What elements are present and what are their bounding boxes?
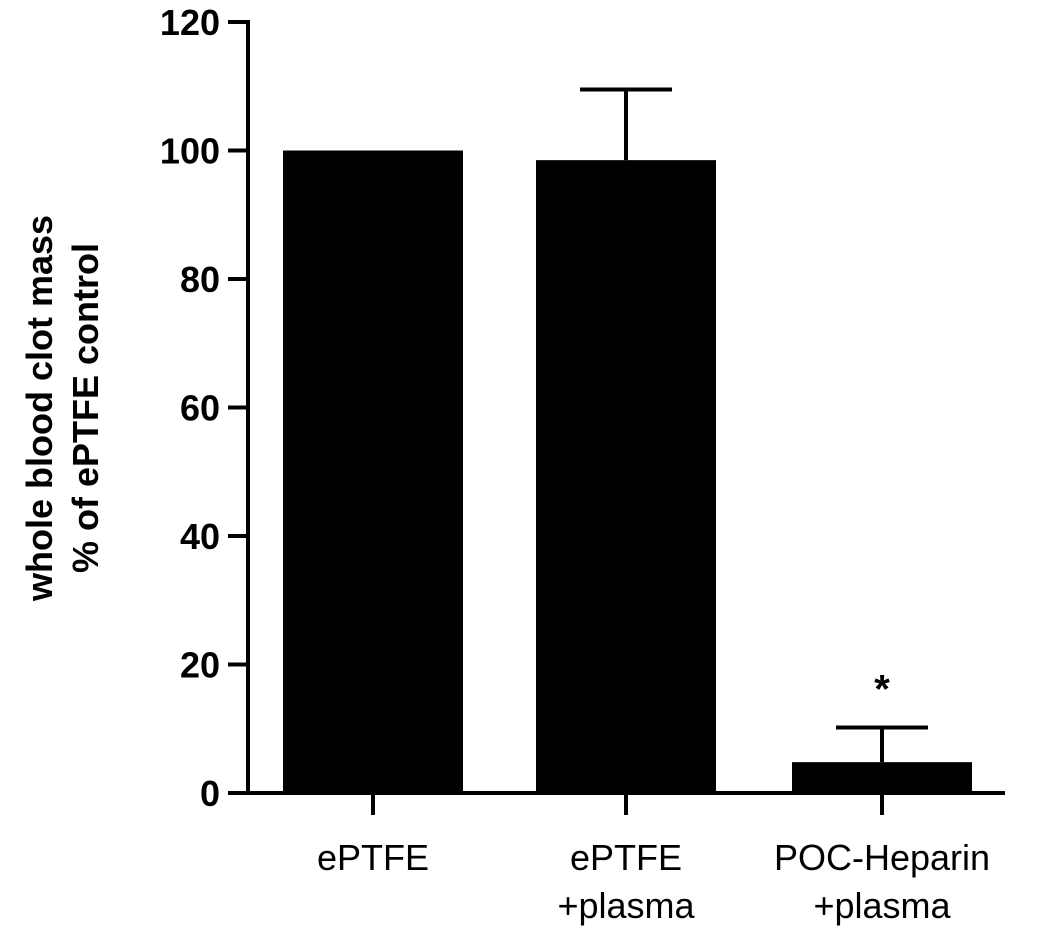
y-ticks-layer: 0 20 40 60 80 100 120 bbox=[160, 2, 248, 814]
y-axis-label-line-1: whole blood clot mass bbox=[19, 215, 60, 602]
bar-0 bbox=[283, 150, 463, 793]
x-category-label-0-0: ePTFE bbox=[317, 837, 429, 878]
annotations-layer: * bbox=[874, 667, 890, 711]
significance-annotation-2: * bbox=[874, 667, 890, 711]
bar-2 bbox=[792, 762, 972, 793]
x-category-label-2-1: +plasma bbox=[813, 885, 951, 926]
error-bars-layer bbox=[580, 87, 928, 763]
y-tick-label-120: 120 bbox=[160, 2, 220, 43]
y-axis-label: whole blood clot mass % of ePTFE control bbox=[19, 215, 106, 602]
bar-1 bbox=[536, 160, 716, 793]
x-category-label-1-1: +plasma bbox=[557, 885, 695, 926]
bars-layer bbox=[283, 150, 972, 793]
y-tick-label-40: 40 bbox=[180, 516, 220, 557]
y-tick-label-100: 100 bbox=[160, 131, 220, 172]
x-category-label-2-0: POC-Heparin bbox=[774, 837, 990, 878]
x-category-label-1-0: ePTFE bbox=[570, 837, 682, 878]
y-axis-label-line-2: % of ePTFE control bbox=[65, 243, 106, 573]
y-tick-label-60: 60 bbox=[180, 388, 220, 429]
y-tick-label-0: 0 bbox=[200, 773, 220, 814]
y-tick-label-80: 80 bbox=[180, 259, 220, 300]
x-labels-layer: ePTFE ePTFE +plasma POC-Heparin +plasma bbox=[317, 793, 990, 926]
y-tick-label-20: 20 bbox=[180, 645, 220, 686]
